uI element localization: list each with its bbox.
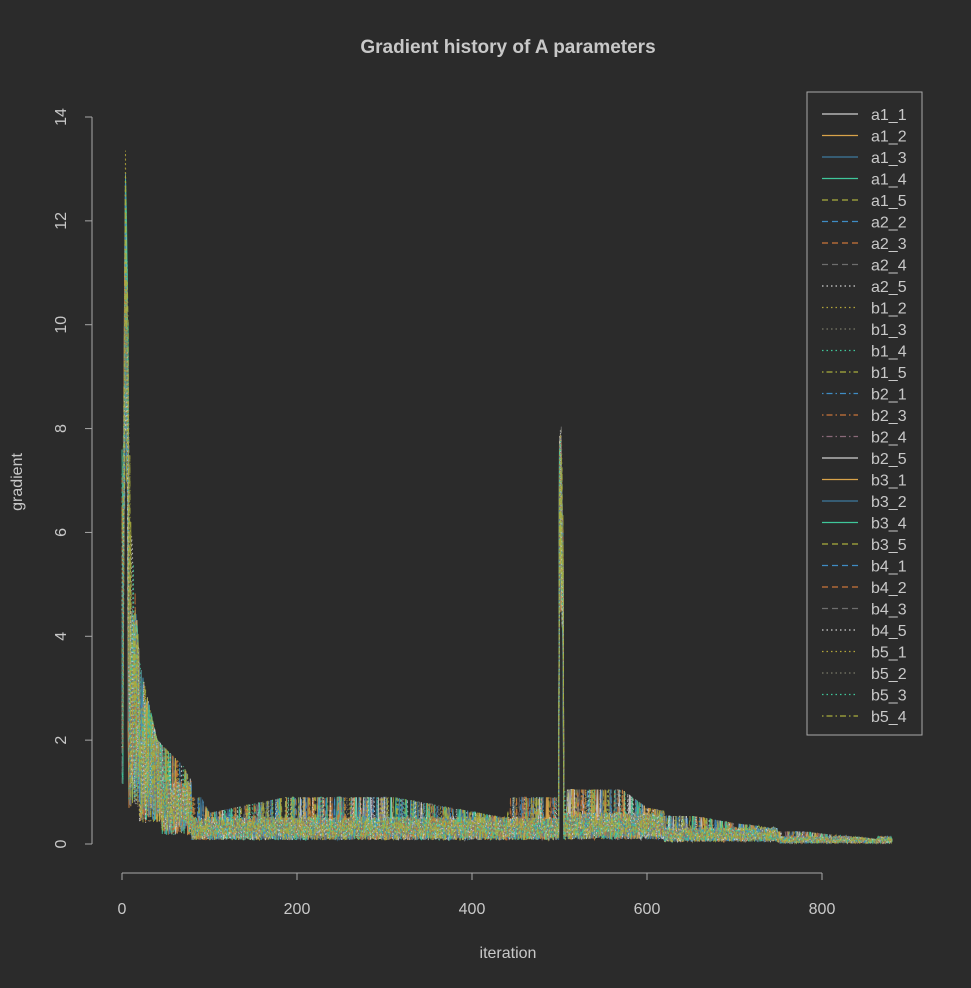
x-axis-label: iteration	[480, 945, 537, 962]
y-tick-label: 14	[53, 108, 70, 126]
chart-title: Gradient history of A parameters	[360, 37, 655, 58]
y-axis-label: gradient	[9, 453, 26, 511]
plot-series	[121, 150, 893, 845]
legend-label-b5_3: b5_3	[871, 688, 907, 705]
legend-label-b2_4: b2_4	[871, 430, 907, 447]
series-line-b1_3	[121, 261, 893, 845]
legend-label-b1_3: b1_3	[871, 322, 907, 339]
series-line-a1_4	[121, 322, 893, 845]
y-tick-label: 0	[53, 839, 70, 848]
x-tick-label: 800	[809, 901, 836, 918]
legend-label-a1_4: a1_4	[871, 172, 907, 189]
series-line-a1_3	[121, 226, 893, 845]
legend-label-b3_4: b3_4	[871, 516, 907, 533]
series-line-a2_2	[121, 245, 893, 845]
x-tick-label: 400	[459, 901, 486, 918]
series-line-b1_4	[121, 329, 893, 845]
y-tick-label: 12	[53, 212, 70, 230]
series-line-b3_1	[121, 232, 893, 845]
legend-label-b1_2: b1_2	[871, 301, 907, 318]
legend-label-b3_5: b3_5	[871, 537, 907, 554]
y-axis: 0 2 4 6 8 10 12 14	[53, 108, 93, 848]
series-line-a1_2	[121, 332, 893, 845]
legend-label-b5_1: b5_1	[871, 645, 907, 662]
series-line-b4_3	[121, 288, 893, 845]
series-line-b1_5	[121, 176, 893, 845]
series-line-a1_1	[121, 178, 893, 845]
legend-label-b4_3: b4_3	[871, 602, 907, 619]
legend-label-b1_4: b1_4	[871, 344, 907, 361]
legend-label-a2_3: a2_3	[871, 236, 907, 253]
series-line-b3_5	[121, 292, 893, 845]
series-line-a2_3	[121, 268, 893, 845]
legend-label-b2_5: b2_5	[871, 451, 907, 468]
legend: a1_1 a1_2 a1_3 a1_4 a1_5 a2_2 a2_3 a2_4 a2_5 b1_2…	[806, 91, 923, 736]
series-line-b2_4	[121, 282, 893, 845]
series-line-b5_1	[121, 150, 893, 845]
series-line-b4_1	[121, 171, 893, 845]
series-line-b5_2	[121, 269, 893, 845]
y-tick-label: 6	[53, 528, 70, 537]
series-line-a2_5	[121, 282, 893, 845]
legend-label-b3_1: b3_1	[871, 473, 907, 490]
x-tick-label: 200	[284, 901, 311, 918]
legend-label-b2_3: b2_3	[871, 408, 907, 425]
series-line-b3_2	[121, 313, 893, 845]
legend-label-a1_3: a1_3	[871, 150, 907, 167]
legend-label-a2_2: a2_2	[871, 215, 907, 232]
legend-label-b2_1: b2_1	[871, 387, 907, 404]
y-tick-label: 2	[53, 736, 70, 745]
y-tick-label: 10	[53, 316, 70, 334]
y-tick-label: 8	[53, 424, 70, 433]
legend-label-b1_5: b1_5	[871, 365, 907, 382]
y-tick-label: 4	[53, 632, 70, 641]
legend-label-b5_2: b5_2	[871, 666, 907, 683]
legend-label-a2_5: a2_5	[871, 279, 907, 296]
legend-label-a1_2: a1_2	[871, 129, 907, 146]
legend-label-b4_1: b4_1	[871, 559, 907, 576]
x-axis: 0 200 400 600 800	[118, 872, 836, 918]
legend-label-a2_4: a2_4	[871, 258, 907, 275]
series-line-a1_5	[121, 295, 893, 845]
x-tick-label: 600	[634, 901, 661, 918]
legend-label-a1_1: a1_1	[871, 107, 907, 124]
series-line-b1_2	[121, 178, 893, 845]
series-line-b2_5	[121, 234, 893, 845]
series-line-b2_3	[121, 263, 893, 845]
legend-label-b3_2: b3_2	[871, 494, 907, 511]
series-line-a2_4	[121, 268, 893, 845]
x-tick-label: 0	[118, 901, 127, 918]
series-line-b5_3	[121, 249, 893, 845]
series-line-b3_4	[121, 177, 893, 845]
series-line-b2_1	[121, 337, 893, 845]
series-line-b5_4	[121, 175, 893, 845]
legend-box	[806, 91, 923, 736]
series-line-b4_2	[121, 277, 893, 845]
legend-label-b4_5: b4_5	[871, 623, 907, 640]
series-line-b4_5	[121, 350, 893, 845]
legend-label-b5_4: b5_4	[871, 709, 907, 726]
legend-label-a1_5: a1_5	[871, 193, 907, 210]
legend-label-b4_2: b4_2	[871, 580, 907, 597]
